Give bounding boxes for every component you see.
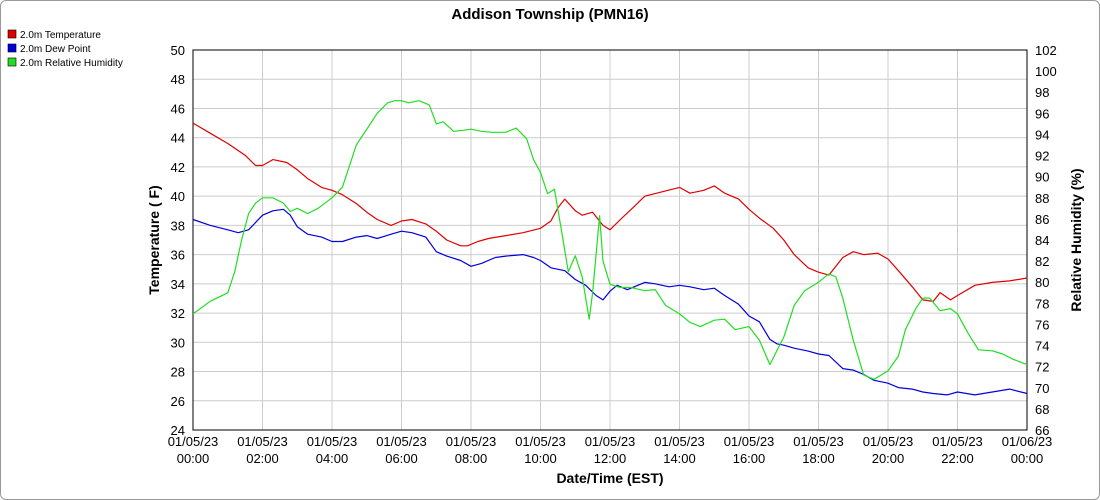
right-y-tick-label: 84 [1035,233,1049,248]
left-y-tick-label: 30 [171,335,185,350]
series-lines [192,100,1028,396]
left-y-tick-label: 36 [171,248,185,263]
x-tick-label-time: 04:00 [316,451,349,466]
right-y-tick-label: 96 [1035,106,1049,121]
right-y-tick-label: 100 [1035,64,1057,79]
axes: 01/05/23 00:00 01/05/23 02:00 01/05/23 04:00 0… [168,43,1057,466]
right-y-tick-label: 72 [1035,360,1049,375]
x-tick-label-time: 22:00 [941,451,974,466]
x-tick-label-time: 14:00 [663,451,696,466]
legend-swatch-relative-humidity [7,57,17,67]
left-y-tick-label: 24 [171,423,185,438]
right-axis-title: Relative Humidity (%) [1068,168,1084,311]
right-y-tick-label: 82 [1035,254,1049,269]
left-y-tick-label: 26 [171,394,185,409]
x-tick-label-date: 01/05/23 [307,434,358,449]
left-y-tick-label: 44 [171,131,185,146]
left-y-tick-label: 34 [171,277,185,292]
x-tick-label-date: 01/05/23 [932,434,983,449]
left-y-tick-label: 38 [171,218,185,233]
left-y-tick-label: 50 [171,43,185,58]
right-y-tick-label: 70 [1035,381,1049,396]
x-tick-label-time: 06:00 [385,451,418,466]
x-tick-label-date: 01/05/23 [515,434,566,449]
right-y-tick-label: 66 [1035,423,1049,438]
grid [193,50,1027,430]
x-tick-label-time: 08:00 [455,451,488,466]
right-y-tick-label: 92 [1035,149,1049,164]
relative-humidity-line [192,100,1028,380]
plot-area [192,49,1028,431]
x-tick-label-time: 20:00 [872,451,905,466]
right-y-tick-label: 74 [1035,339,1049,354]
right-y-tick-label: 98 [1035,85,1049,100]
x-tick-label-time: 00:00 [177,451,210,466]
legend: 2.0m Temperature 2.0m Dew Point 2.0m Rel… [7,29,123,69]
x-tick-label-time: 02:00 [246,451,279,466]
right-y-tick-label: 78 [1035,296,1049,311]
legend-swatch-dew-point [7,43,17,53]
right-y-tick-label: 76 [1035,317,1049,332]
right-y-tick-label: 90 [1035,170,1049,185]
legend-label-temperature: 2.0m Temperature [20,30,101,41]
left-y-tick-label: 46 [171,101,185,116]
legend-label-relative-humidity: 2.0m Relative Humidity [20,58,123,69]
right-y-tick-label: 102 [1035,43,1057,58]
right-y-tick-label: 80 [1035,275,1049,290]
legend-swatch-temperature [7,29,17,39]
x-tick-label-date: 01/05/23 [168,434,219,449]
x-tick-label-time: 12:00 [594,451,627,466]
x-tick-label-date: 01/06/23 [1002,434,1053,449]
x-tick-label-time: 10:00 [524,451,557,466]
right-y-tick-label: 68 [1035,402,1049,417]
left-y-tick-label: 48 [171,72,185,87]
left-y-tick-label: 32 [171,306,185,321]
x-tick-label-date: 01/05/23 [585,434,636,449]
right-y-tick-label: 86 [1035,212,1049,227]
left-y-tick-label: 40 [171,189,185,204]
left-axis-title: Temperature ( F) [146,185,162,294]
x-axis-title: Date/Time (EST) [556,470,663,486]
x-tick-label-date: 01/05/23 [793,434,844,449]
x-tick-label-date: 01/05/23 [863,434,914,449]
right-y-tick-label: 94 [1035,127,1049,142]
legend-label-dew-point: 2.0m Dew Point [20,44,91,55]
chart-title: Addison Township (PMN16) [451,6,648,23]
right-y-tick-label: 88 [1035,191,1049,206]
left-y-tick-label: 42 [171,160,185,175]
dew-point-line [192,208,1028,396]
x-tick-label-date: 01/05/23 [376,434,427,449]
x-tick-label-time: 18:00 [802,451,835,466]
temperature-line [192,122,1028,302]
left-y-tick-label: 28 [171,365,185,380]
x-tick-label-time: 16:00 [733,451,766,466]
x-tick-label-time: 00:00 [1011,451,1044,466]
x-tick-label-date: 01/05/23 [237,434,288,449]
x-tick-label-date: 01/05/23 [446,434,497,449]
x-tick-label-date: 01/05/23 [724,434,775,449]
x-tick-label-date: 01/05/23 [654,434,705,449]
